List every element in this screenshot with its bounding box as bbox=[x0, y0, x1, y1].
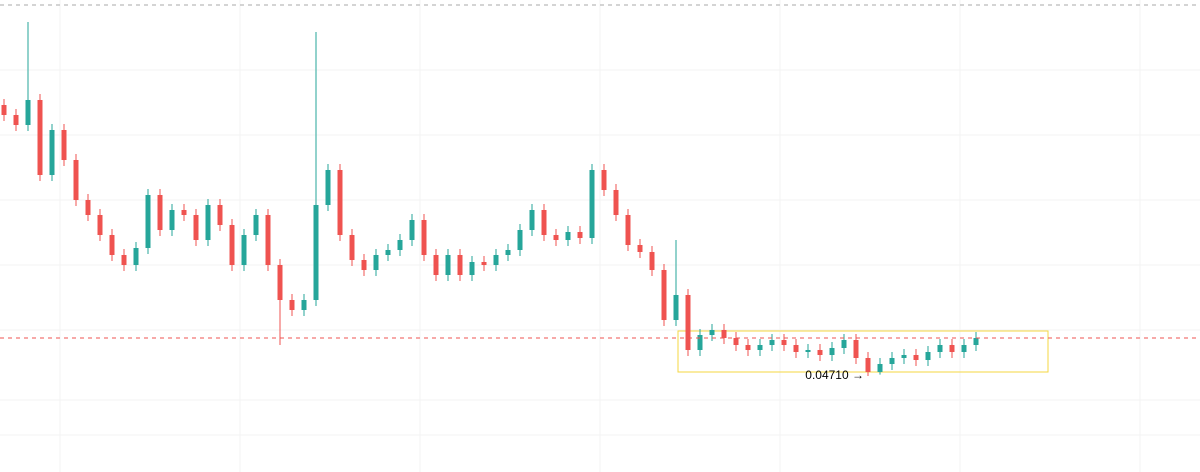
candle-body bbox=[301, 300, 307, 310]
candle-body bbox=[457, 255, 463, 275]
candle-body bbox=[541, 210, 547, 235]
candle-body bbox=[229, 225, 235, 265]
candle-body bbox=[649, 252, 655, 270]
candle-body bbox=[589, 170, 595, 238]
candle-body bbox=[217, 205, 223, 225]
candle-body bbox=[673, 295, 679, 320]
candle-body bbox=[181, 210, 187, 215]
candle-body bbox=[169, 210, 175, 230]
candle-body bbox=[841, 340, 847, 348]
candle-body bbox=[853, 340, 859, 358]
candle-body bbox=[517, 230, 523, 250]
candle-body bbox=[793, 345, 799, 352]
candle-body bbox=[745, 345, 751, 350]
candle-body bbox=[49, 130, 55, 175]
candle-body bbox=[805, 350, 811, 352]
candle-body bbox=[85, 200, 91, 215]
candle-body bbox=[1, 105, 7, 115]
candle-body bbox=[709, 330, 715, 335]
candle-body bbox=[721, 330, 727, 338]
candle-body bbox=[325, 170, 331, 205]
candle-body bbox=[97, 215, 103, 235]
candle-body bbox=[637, 245, 643, 252]
candle-body bbox=[205, 205, 211, 240]
candle-body bbox=[505, 250, 511, 255]
candle-body bbox=[37, 100, 43, 175]
candle-body bbox=[877, 364, 883, 372]
candle-body bbox=[241, 235, 247, 265]
candle-body bbox=[625, 215, 631, 245]
candle-body bbox=[133, 248, 139, 265]
candle-body bbox=[373, 255, 379, 270]
candle-body bbox=[337, 170, 343, 235]
candle-body bbox=[313, 205, 319, 300]
candle-body bbox=[469, 262, 475, 275]
candles bbox=[1, 22, 979, 376]
candle-body bbox=[277, 265, 283, 300]
low-annotation: 0.04710 → bbox=[805, 368, 864, 382]
candle-body bbox=[73, 160, 79, 200]
candle-body bbox=[865, 358, 871, 372]
candle-body bbox=[529, 210, 535, 230]
candle-body bbox=[661, 270, 667, 320]
candle-body bbox=[829, 348, 835, 355]
candle-body bbox=[757, 345, 763, 350]
candle-body bbox=[949, 345, 955, 352]
candle-body bbox=[601, 170, 607, 190]
candle-body bbox=[937, 345, 943, 352]
candle-body bbox=[889, 358, 895, 364]
candle-body bbox=[109, 235, 115, 255]
candle-body bbox=[193, 215, 199, 240]
candle-body bbox=[925, 352, 931, 360]
candle-body bbox=[565, 232, 571, 240]
candle-body bbox=[349, 235, 355, 260]
candle-body bbox=[817, 350, 823, 355]
candle-body bbox=[409, 220, 415, 240]
candle-body bbox=[61, 130, 67, 160]
candle-body bbox=[445, 255, 451, 275]
candle-body bbox=[685, 295, 691, 350]
candle-body bbox=[265, 215, 271, 265]
candle-body bbox=[433, 255, 439, 275]
candle-body bbox=[385, 250, 391, 255]
candle-body bbox=[13, 115, 19, 125]
range-box bbox=[677, 330, 1049, 373]
candle-body bbox=[961, 345, 967, 352]
candle-body bbox=[553, 235, 559, 240]
candle-body bbox=[253, 215, 259, 235]
candle-body bbox=[577, 232, 583, 238]
candle-body bbox=[493, 255, 499, 265]
candle-body bbox=[361, 260, 367, 270]
candle-body bbox=[481, 262, 487, 265]
candle-body bbox=[913, 355, 919, 360]
candle-body bbox=[733, 338, 739, 345]
candle-body bbox=[145, 195, 151, 248]
candle-body bbox=[613, 190, 619, 215]
candle-body bbox=[769, 340, 775, 345]
candle-body bbox=[697, 335, 703, 350]
candle-body bbox=[781, 340, 787, 345]
candle-body bbox=[421, 220, 427, 255]
candle-body bbox=[397, 240, 403, 250]
candle-body bbox=[901, 355, 907, 358]
candle-body bbox=[121, 255, 127, 265]
candle-body bbox=[157, 195, 163, 230]
candle-body bbox=[25, 100, 31, 125]
candle-body bbox=[289, 300, 295, 310]
candle-body bbox=[973, 338, 979, 345]
